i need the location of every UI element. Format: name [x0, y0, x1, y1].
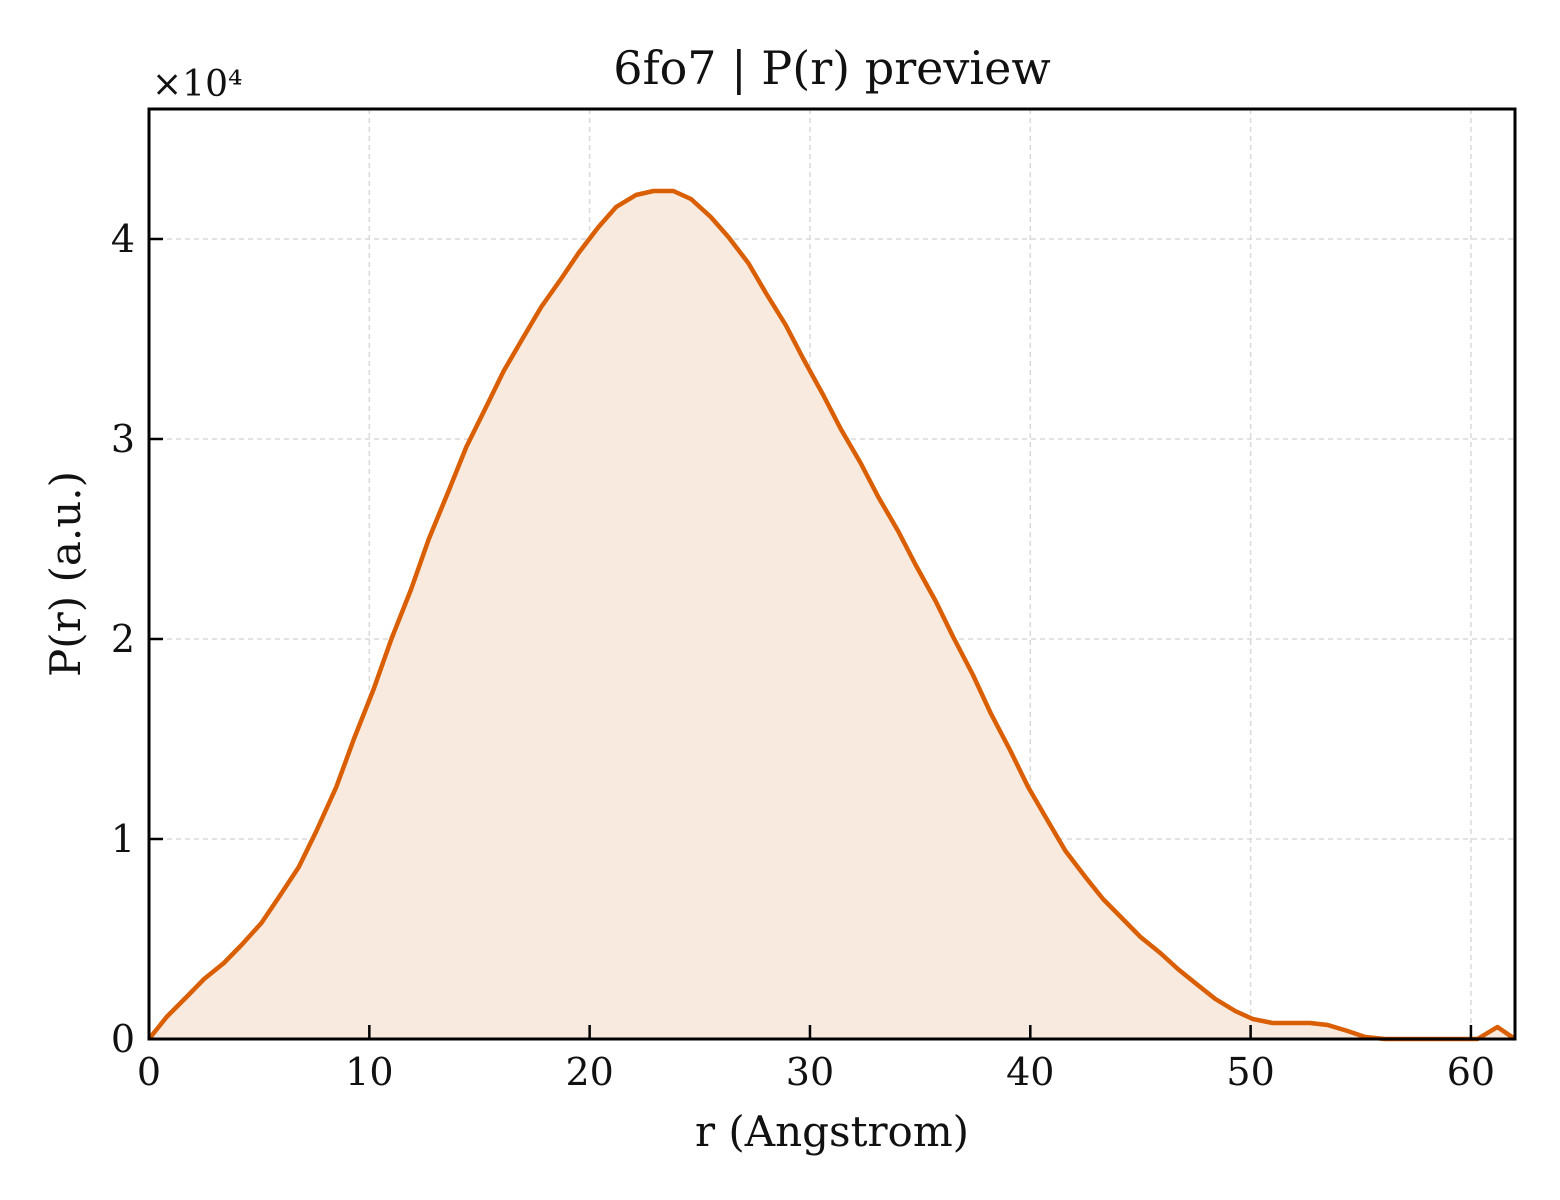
y-tick-label: 1: [111, 817, 135, 861]
x-tick-label: 0: [137, 1050, 161, 1094]
y-multiplier-label: ×10⁴: [152, 64, 242, 105]
y-tick-label: 2: [111, 617, 135, 661]
x-tick-label: 20: [565, 1050, 613, 1094]
pr-curve-line: [147, 188, 1517, 1042]
pr-area-fill: [149, 191, 1515, 1039]
x-axis-label: r (Angstrom): [695, 1107, 969, 1156]
x-tick-label: 30: [786, 1050, 834, 1094]
x-axis-ticks: 0 10 20 30 40 50 60: [137, 1025, 1495, 1094]
chart-title: 6fo7 | P(r) preview: [613, 41, 1050, 95]
x-tick-label: 10: [345, 1050, 393, 1094]
axes-frame: [147, 107, 1517, 1041]
x-tick-label: 50: [1226, 1050, 1274, 1094]
x-tick-label: 60: [1447, 1050, 1495, 1094]
y-axis-label: P(r) (a.u.): [41, 471, 90, 677]
x-tick-label: 40: [1006, 1050, 1054, 1094]
y-axis-ticks: 0 1 2 3 4: [111, 217, 163, 1061]
y-tick-label: 4: [111, 217, 135, 261]
y-tick-label: 3: [111, 417, 135, 461]
y-tick-label: 0: [111, 1017, 135, 1061]
